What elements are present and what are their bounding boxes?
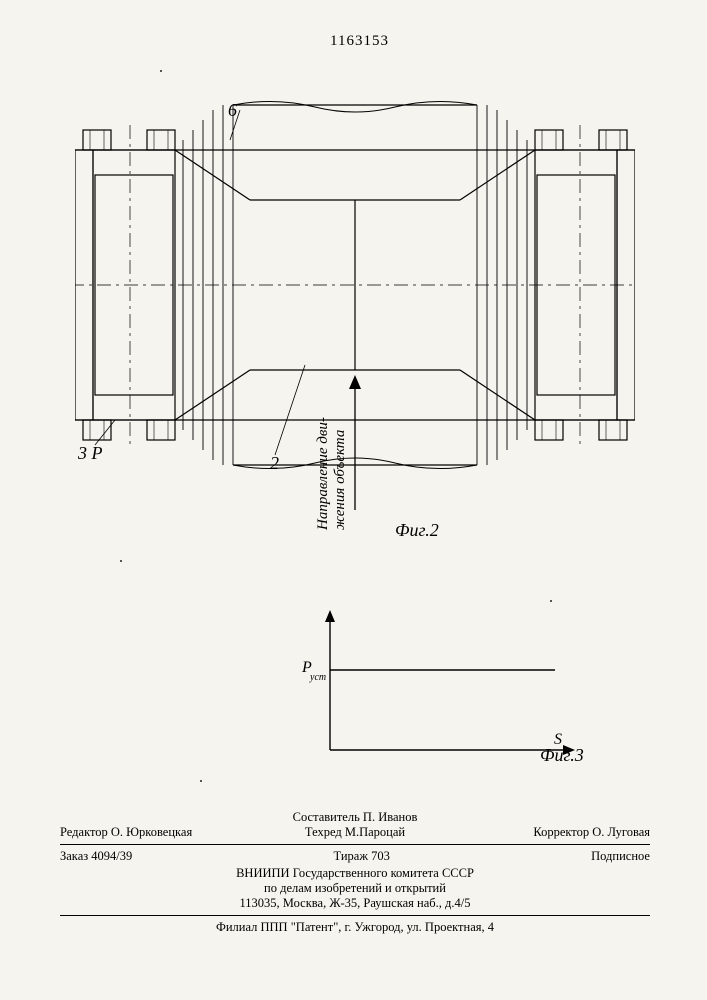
editor: Редактор О. Юрковецкая bbox=[60, 825, 257, 840]
imprint-block: Составитель П. Иванов Редактор О. Юркове… bbox=[60, 810, 650, 935]
org-2: по делам изобретений и открытий bbox=[60, 881, 650, 896]
credits-row: Редактор О. Юрковецкая Техред М.Пароцай … bbox=[60, 825, 650, 840]
callout-3p: 3 P bbox=[78, 443, 103, 464]
svg-text:уст: уст bbox=[309, 672, 326, 683]
callout-6: 6 bbox=[228, 100, 237, 121]
corrector: Корректор О. Луговая bbox=[453, 825, 650, 840]
motion-direction-label: Направление дви- жения объекта bbox=[315, 417, 348, 530]
org-address: 113035, Москва, Ж-35, Раушская наб., д.4… bbox=[60, 896, 650, 911]
figure-3-chart: P уст S bbox=[290, 600, 590, 760]
scan-speck bbox=[160, 70, 162, 72]
branch: Филиал ППП "Патент", г. Ужгород, ул. Про… bbox=[60, 920, 650, 935]
figure-2-label: Фиг.2 bbox=[395, 520, 439, 541]
figure-2-drawing bbox=[75, 95, 635, 525]
figure-3-label: Фиг.3 bbox=[540, 745, 584, 766]
scan-speck bbox=[550, 600, 552, 602]
scan-speck bbox=[120, 560, 122, 562]
divider-2 bbox=[60, 915, 650, 916]
scan-speck bbox=[200, 780, 202, 782]
subscription: Подписное bbox=[591, 849, 650, 864]
patent-number: 1163153 bbox=[330, 33, 389, 50]
org-1: ВНИИПИ Государственного комитета СССР bbox=[60, 866, 650, 881]
tirazh: Тираж 703 bbox=[334, 849, 390, 864]
callout-2: 2 bbox=[270, 453, 279, 474]
order-number: Заказ 4094/39 bbox=[60, 849, 132, 864]
order-row: Заказ 4094/39 Тираж 703 Подписное bbox=[60, 849, 650, 864]
divider bbox=[60, 844, 650, 845]
tech: Техред М.Пароцай bbox=[257, 825, 454, 840]
compiler-line: Составитель П. Иванов bbox=[60, 810, 650, 825]
